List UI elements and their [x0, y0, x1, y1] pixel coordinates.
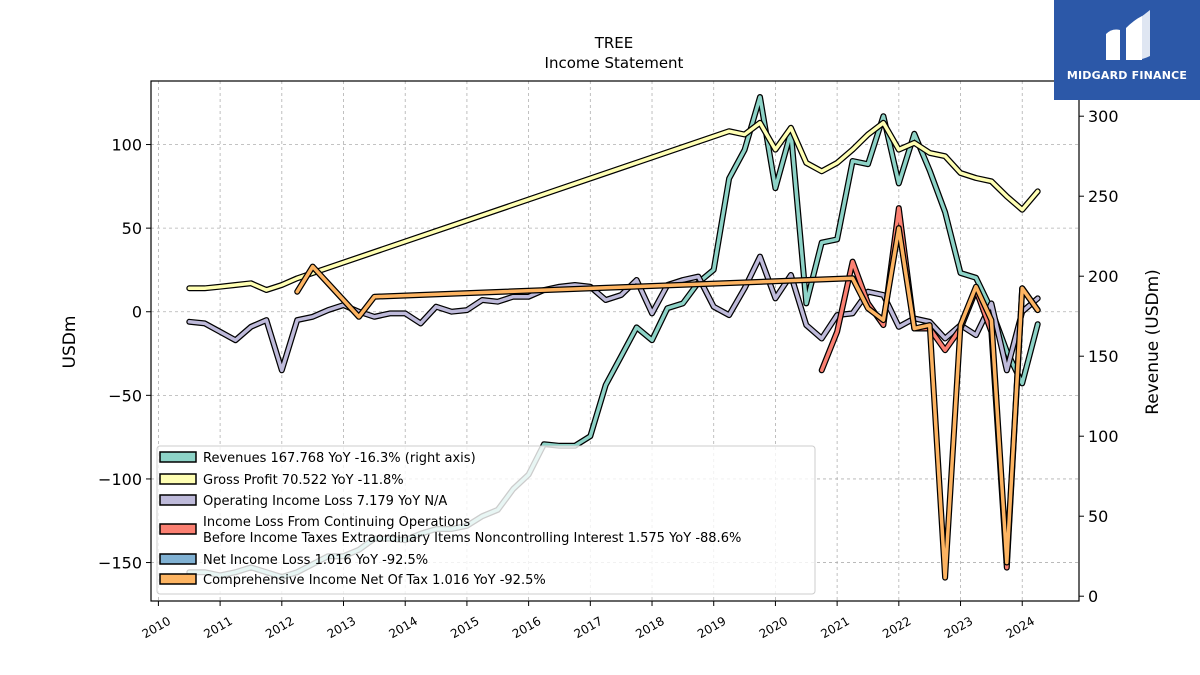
- legend-swatch: [159, 451, 197, 463]
- x-tick-label: 2018: [633, 614, 666, 641]
- legend-label: Comprehensive Income Net Of Tax 1.016 Yo…: [203, 573, 546, 588]
- y-right-tick-label: 300: [1088, 107, 1119, 126]
- y-tick-label: −50: [108, 386, 142, 405]
- y-right-tick-label: 0: [1088, 587, 1098, 606]
- x-tick-label: 2020: [757, 614, 790, 641]
- y-tick-label: 50: [122, 219, 142, 238]
- legend-swatch: [159, 494, 197, 506]
- legend-swatch: [159, 573, 197, 585]
- legend-label: Net Income Loss 1.016 YoY -92.5%: [203, 553, 428, 568]
- x-tick-label: 2010: [140, 614, 173, 641]
- legend-box: [156, 445, 816, 595]
- x-tick-label: 2013: [325, 614, 358, 641]
- legend-label: Revenues 167.768 YoY -16.3% (right axis): [203, 451, 476, 466]
- y-tick-label: −100: [98, 470, 142, 489]
- legend-label: Operating Income Loss 7.179 YoY N/A: [203, 494, 447, 509]
- x-tick-label: 2015: [448, 614, 481, 641]
- x-tick-label: 2016: [510, 614, 543, 641]
- x-tick-label: 2019: [695, 614, 728, 641]
- legend-label: Before Income Taxes Extraordinary Items …: [203, 531, 741, 546]
- chart-title: TREE: [594, 34, 634, 52]
- y-axis-label: USDm: [60, 316, 80, 369]
- y-tick-label: 100: [111, 136, 142, 155]
- legend-swatch: [159, 553, 197, 565]
- x-tick-label: 2012: [263, 614, 296, 641]
- legend-label: Gross Profit 70.522 YoY -11.8%: [203, 473, 404, 488]
- x-tick-label: 2024: [1004, 614, 1037, 641]
- plot-frame: [150, 80, 1080, 602]
- x-tick-label: 2014: [386, 614, 419, 641]
- series-line-gross-profit: [187, 121, 1040, 292]
- y-right-tick-label: 150: [1088, 347, 1119, 366]
- legend: Revenues 167.768 YoY -16.3% (right axis)…: [156, 445, 816, 595]
- legend-label: Income Loss From Continuing Operations: [203, 515, 470, 530]
- legend-swatch: [159, 473, 197, 485]
- y-right-tick-label: 100: [1088, 427, 1119, 446]
- y-right-tick-label: 50: [1088, 507, 1108, 526]
- x-tick-label: 2021: [818, 614, 851, 641]
- series-line-comprehensive-income-net-of-tax: [295, 226, 1040, 580]
- midgard-finance-logo: MIDGARD FINANCE: [1054, 0, 1200, 100]
- x-tick-label: 2011: [201, 614, 234, 641]
- midgard-logo-icon: [1106, 10, 1150, 60]
- y-right-tick-label: 250: [1088, 187, 1119, 206]
- chart-subtitle: Income Statement: [545, 54, 684, 72]
- legend-swatch: [159, 523, 197, 535]
- y-tick-label: −150: [98, 554, 142, 573]
- brand-name: MIDGARD FINANCE: [1066, 69, 1188, 82]
- x-tick-label: 2023: [942, 614, 975, 641]
- x-tick-label: 2022: [880, 614, 913, 641]
- y-axis-right-label: Revenue (USDm): [1143, 269, 1163, 415]
- y-right-tick-label: 200: [1088, 267, 1119, 286]
- series-line-operating-income-loss: [187, 254, 1040, 373]
- x-tick-label: 2017: [572, 614, 605, 641]
- y-tick-label: 0: [132, 303, 142, 322]
